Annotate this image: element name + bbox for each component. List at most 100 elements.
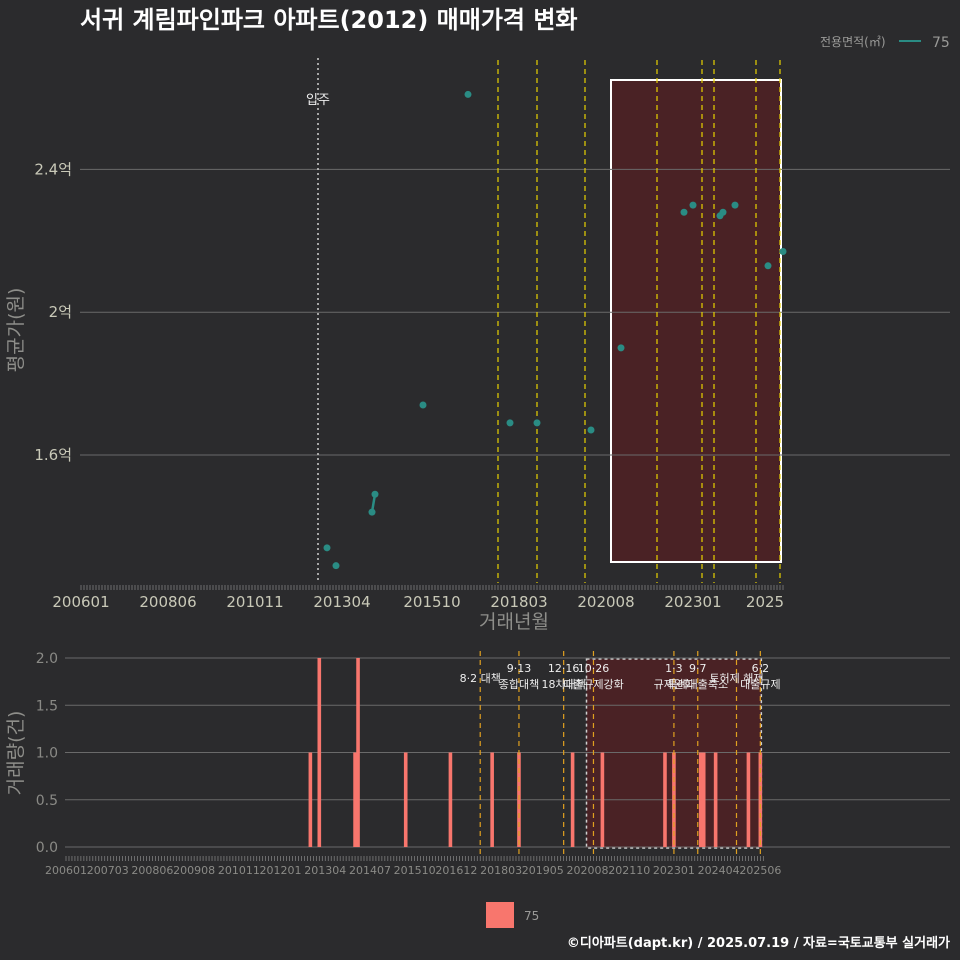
price-point	[779, 248, 787, 256]
volume-x-tick-label: 202301	[653, 864, 695, 877]
highlight-region	[610, 79, 782, 563]
volume-bar	[317, 658, 322, 847]
price-x-tick-label: 202301	[664, 593, 721, 611]
volume-bar	[308, 752, 313, 847]
policy-label-line: 9·13	[507, 662, 532, 675]
price-panel: 1.6억 2억 2.4억 입주 200601 200806 201011 201304 2015…	[34, 58, 950, 611]
volume-bar	[701, 752, 706, 847]
policy-label-line: 종합대책	[499, 678, 539, 691]
policy-label-line: 12·16	[548, 662, 580, 675]
price-point	[731, 201, 739, 209]
price-y-axis-title: 평균가(원)	[5, 288, 27, 373]
volume-bar	[356, 658, 360, 847]
price-point	[587, 426, 595, 434]
price-point	[371, 490, 379, 498]
volume-x-tick-label: 200806	[131, 864, 173, 877]
policy-label: 8·2 대책	[460, 672, 501, 685]
volume-bar	[698, 752, 703, 847]
volume-x-tick-label: 201407	[349, 864, 391, 877]
price-point	[368, 508, 376, 516]
policy-label: 9·13 종합대책	[499, 662, 539, 691]
volume-x-tick-label: 202404	[698, 864, 740, 877]
volume-y-axis-title: 거래량(건)	[5, 711, 27, 796]
price-x-tick-label: 200806	[139, 593, 196, 611]
price-point	[689, 201, 697, 209]
volume-y-tick-label: 1.0	[36, 746, 58, 762]
policy-label-line: 6·2	[752, 662, 770, 675]
price-x-tick-label: 201510	[403, 593, 460, 611]
policy-label-line: 9·7	[689, 662, 707, 675]
volume-bar	[403, 752, 408, 847]
volume-x-tick-label: 201612	[435, 864, 477, 877]
price-point	[419, 401, 427, 409]
policy-label: 토허제 해제	[709, 671, 763, 685]
volume-bar	[353, 752, 357, 847]
price-legend-title: 전용면적(㎡)	[820, 35, 886, 49]
price-y-tick-label: 1.6억	[34, 446, 72, 464]
volume-x-tick-label: 200908	[173, 864, 215, 877]
volume-x-tick-label: 201201	[260, 864, 302, 877]
policy-label-line: 10·26	[578, 662, 610, 675]
policy-label: 12·16 18차대책	[541, 662, 585, 691]
policy-label-line: 대출규제강화	[563, 678, 624, 691]
volume-bar	[600, 752, 605, 847]
volume-x-tick-label: 201011	[218, 864, 260, 877]
policy-label: 6·2 대출규제	[740, 662, 780, 691]
volume-legend-swatch	[486, 902, 514, 928]
price-point	[680, 208, 688, 216]
price-x-axis-title: 거래년월	[479, 611, 549, 633]
volume-legend-label: 75	[524, 909, 539, 923]
volume-y-tick-label: 0.5	[36, 793, 58, 809]
price-point	[764, 262, 772, 270]
price-point	[617, 344, 625, 352]
price-x-tick-label: 201304	[313, 593, 370, 611]
price-legend-label: 75	[932, 35, 950, 51]
policy-label-line: 1·3	[665, 662, 683, 675]
policy-label: 10·26 대출규제강화	[563, 662, 624, 691]
policy-label-line: 8·2 대책	[460, 672, 501, 685]
price-point	[332, 562, 340, 570]
price-point	[464, 90, 472, 98]
volume-x-tick-label: 201803	[480, 864, 522, 877]
chart-title: 서귀 계림파인파크 아파트(2012) 매매가격 변화	[80, 6, 578, 34]
price-point	[506, 419, 514, 427]
volume-x-tick-label: 202110	[608, 864, 650, 877]
volume-bar	[663, 752, 667, 847]
volume-y-tick-label: 2.0	[36, 651, 58, 667]
volume-x-tick-label: 200703	[87, 864, 129, 877]
policy-label-line: 18차대책	[541, 678, 585, 691]
price-x-tick-label: 201803	[490, 593, 547, 611]
volume-x-tick-label: 201905	[522, 864, 564, 877]
volume-bar	[746, 752, 751, 847]
movein-label: 입주	[306, 93, 330, 108]
policy-label: 1·3 규제완화	[654, 662, 694, 691]
volume-x-tick-label: 202506	[739, 864, 781, 877]
volume-bar	[570, 752, 575, 847]
price-x-tick-label: 200601	[52, 593, 109, 611]
policy-label-line: 특례대출축소	[667, 678, 728, 691]
policy-label-line: 대출규제	[740, 678, 780, 691]
price-x-tick-label: 201011	[226, 593, 283, 611]
price-point	[719, 208, 727, 216]
price-y-tick-label: 2.4억	[34, 160, 72, 178]
price-y-tick-label: 2억	[49, 303, 72, 321]
volume-x-tick-label: 201304	[304, 864, 346, 877]
volume-y-tick-label: 0.0	[36, 840, 58, 856]
volume-x-tick-label: 200601	[45, 864, 87, 877]
price-point	[323, 544, 331, 552]
volume-y-tick-label: 1.5	[36, 698, 58, 714]
price-point	[533, 419, 541, 427]
chart-caption: ©디아파트(dapt.kr) / 2025.07.19 / 자료=국토교통부 실…	[567, 935, 950, 951]
price-x-tick-label: 202008	[577, 593, 634, 611]
policy-label-line: 규제완화	[654, 678, 694, 691]
volume-x-tick-label: 201510	[394, 864, 436, 877]
volume-x-tick-label: 202008	[567, 864, 609, 877]
policy-label-line: 토허제 해제	[709, 671, 763, 685]
price-x-tick-label: 2025	[746, 593, 784, 611]
volume-bar	[713, 752, 718, 847]
volume-bar	[448, 752, 453, 847]
volume-bar	[490, 752, 494, 847]
policy-label: 9·7 특례대출축소	[667, 662, 728, 691]
